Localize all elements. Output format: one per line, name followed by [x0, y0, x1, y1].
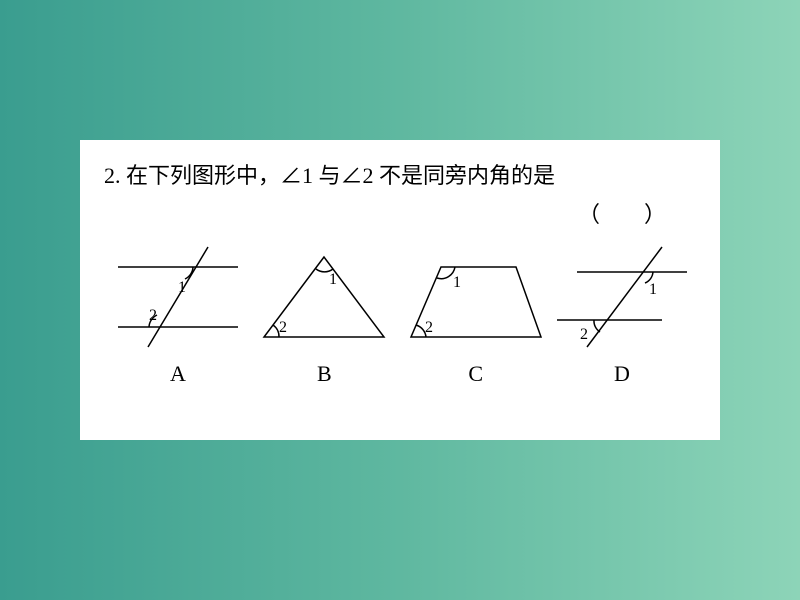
figC-angle1-label: 1 [453, 274, 461, 291]
figD-angle2-label: 2 [580, 326, 588, 343]
figure-A: 1 2 A [108, 242, 248, 387]
figure-D-svg: 1 2 [552, 242, 692, 357]
figure-B-svg: 1 2 [249, 242, 399, 357]
figure-C-label: C [468, 361, 483, 387]
figure-A-svg: 1 2 [108, 242, 248, 357]
figB-angle2-label: 2 [279, 319, 287, 336]
figA-angle2-label: 2 [149, 307, 157, 324]
question-stem: 2. 在下列图形中，∠1 与∠2 不是同旁内角的是 （ ） [104, 158, 696, 232]
figure-A-label: A [170, 361, 186, 387]
figure-D: 1 2 D [552, 242, 692, 387]
figure-D-label: D [614, 361, 630, 387]
figD-angle1-label: 1 [649, 281, 657, 298]
figure-C-svg: 1 2 [401, 242, 551, 357]
figB-angle1-label: 1 [329, 271, 337, 288]
figure-B: 1 2 B [249, 242, 399, 387]
figure-B-label: B [317, 361, 332, 387]
figC-angle2-label: 2 [425, 319, 433, 336]
figure-C: 1 2 C [401, 242, 551, 387]
question-card: 2. 在下列图形中，∠1 与∠2 不是同旁内角的是 （ ） [80, 140, 720, 440]
figA-angle1-label: 1 [178, 279, 186, 296]
answer-blank: （ ） [104, 197, 696, 232]
question-number: 2. [104, 163, 121, 188]
figures-row: 1 2 A 1 2 B [104, 242, 696, 387]
question-text-main: 在下列图形中，∠1 与∠2 不是同旁内角的是 [126, 163, 555, 188]
